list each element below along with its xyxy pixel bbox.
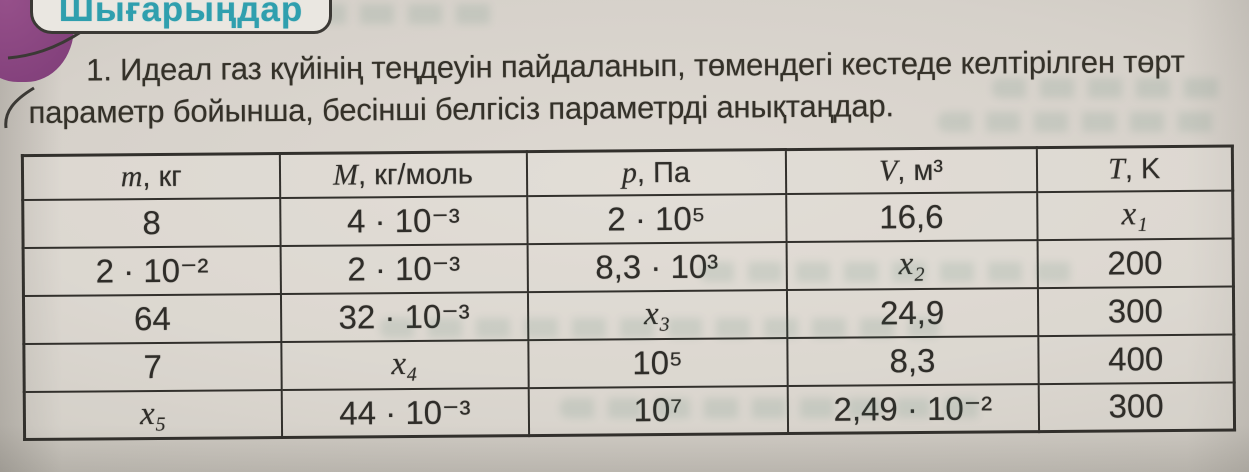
unknown-cell-x1: x₁ bbox=[1036, 190, 1234, 240]
table-cell: 8,3 bbox=[786, 335, 1039, 386]
column-header-volume: V, м³ bbox=[785, 147, 1037, 194]
variable-symbol: M bbox=[332, 158, 359, 192]
gas-parameters-table: m, кг M, кг/моль p, Па V, м³ T, K 8 4 · … bbox=[20, 144, 1237, 442]
variable-symbol: p bbox=[621, 155, 638, 190]
table-cell: 64 bbox=[23, 293, 281, 344]
unknown-cell-x5: x₅ bbox=[24, 389, 282, 440]
unit-label: , кг/моль bbox=[357, 158, 474, 192]
badge-tail-curve-lower bbox=[4, 86, 35, 129]
table-cell: 10⁵ bbox=[527, 337, 788, 388]
variable-symbol: m bbox=[120, 159, 143, 194]
table-cell: 2 · 10⁻³ bbox=[280, 243, 528, 294]
column-header-pressure: p, Па bbox=[526, 149, 786, 196]
table-cell: 300 bbox=[1037, 286, 1234, 336]
bleed-through-text bbox=[992, 78, 1222, 98]
unit-label: , Па bbox=[636, 156, 691, 189]
table-cell: 7 bbox=[23, 341, 282, 392]
table-cell: 2 · 10⁵ bbox=[526, 193, 787, 244]
column-header-mass: m, кг bbox=[22, 153, 280, 200]
unknown-cell-x4: x₄ bbox=[280, 339, 529, 390]
table-cell: 44 · 10⁻³ bbox=[281, 387, 529, 438]
table-cell: 16,6 bbox=[785, 191, 1038, 242]
bleed-through-text bbox=[312, 4, 502, 24]
column-header-molar-mass: M, кг/моль bbox=[279, 151, 527, 198]
section-badge-label: Шығарыңдар bbox=[58, 0, 304, 29]
variable-symbol: V bbox=[878, 153, 898, 188]
badge-tail-curve bbox=[7, 28, 85, 60]
bleed-through-text bbox=[938, 112, 1223, 132]
variable-symbol: T bbox=[1108, 152, 1125, 186]
unit-label: , м³ bbox=[897, 154, 944, 187]
table-cell: 2 · 10⁻² bbox=[23, 245, 281, 296]
table-cell: 300 bbox=[1038, 382, 1235, 432]
unit-label: , K bbox=[1124, 152, 1161, 186]
column-header-temperature: T, K bbox=[1036, 146, 1233, 192]
table-cell: 4 · 10⁻³ bbox=[279, 195, 528, 246]
bleed-through-text bbox=[560, 398, 990, 418]
section-badge: Шығарыңдар bbox=[30, 0, 332, 34]
bleed-through-text bbox=[700, 262, 1080, 282]
unit-label: , кг bbox=[142, 160, 182, 193]
table-cell: 8 bbox=[22, 197, 281, 248]
bleed-through-text bbox=[380, 318, 940, 338]
table-cell: 400 bbox=[1037, 334, 1235, 384]
